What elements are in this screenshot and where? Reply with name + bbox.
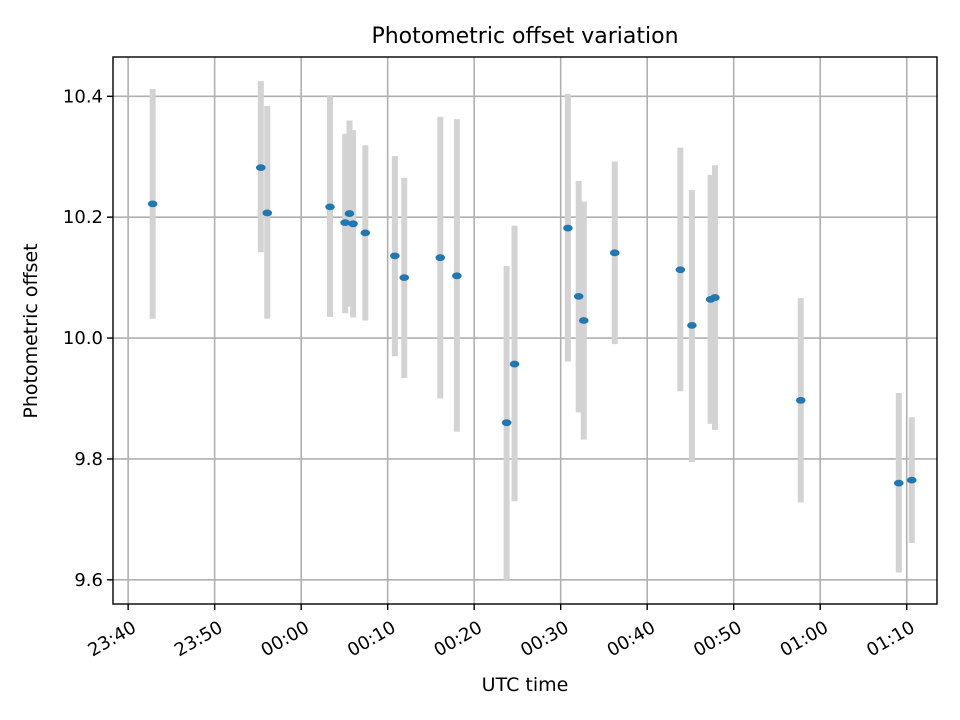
y-axis: 9.6 9.8 10.0 10.2 10.4 [63,86,113,591]
x-tick-label: 00:20 [431,617,486,661]
x-axis-label: UTC time [482,674,569,696]
x-tick-label: 00:00 [258,617,313,661]
data-point [501,419,512,427]
x-tick-label: 01:10 [863,617,918,661]
grid [113,57,937,604]
data-point [340,219,350,227]
y-tick-label: 9.6 [74,570,103,591]
x-tick-label: 23:50 [171,617,226,661]
data-point [360,229,371,237]
data-point [262,209,273,217]
data-point [348,220,358,228]
data-point [609,249,620,257]
data-point [578,317,589,324]
data-point [344,210,355,217]
chart-title: Photometric offset variation [371,24,678,49]
x-tick-label: 01:00 [777,617,832,661]
data-point [399,274,410,282]
y-tick-label: 10.0 [63,328,103,349]
data-point [325,203,335,211]
x-tick-label: 00:30 [517,617,572,661]
x-tick-label: 00:50 [690,617,745,661]
error-bars [149,81,915,580]
x-axis: 23:40 23:50 00:00 00:10 00:20 00:30 00:40 00:50… [85,604,919,661]
data-point [435,254,446,262]
data-point [509,360,520,368]
data-point [452,272,462,280]
y-tick-label: 10.4 [63,86,103,107]
data-point [147,200,158,208]
data-point [795,396,806,404]
data-point [255,164,266,172]
data-point [675,266,686,274]
x-tick-label: 00:10 [344,617,399,661]
y-tick-label: 9.8 [74,449,103,470]
y-tick-label: 10.2 [63,207,103,228]
data-point [906,476,917,484]
data-point [687,321,697,329]
data-point [390,252,400,260]
data-points [147,164,917,487]
data-point [893,479,904,487]
x-tick-label: 00:40 [604,617,659,661]
data-point [710,294,720,301]
data-point [573,292,584,300]
x-tick-label: 23:40 [85,617,140,661]
data-point [563,224,573,232]
plot-frame [112,56,938,605]
y-axis-label: Photometric offset [20,243,42,418]
